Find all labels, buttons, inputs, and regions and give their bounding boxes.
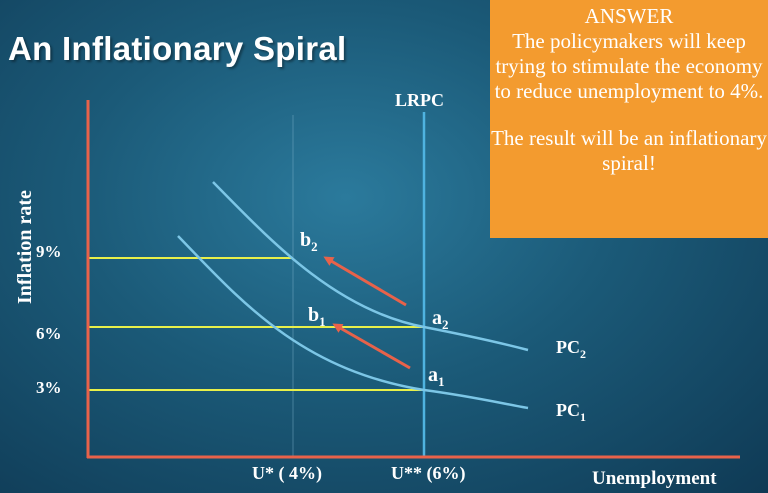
pc1-curve: [177, 235, 529, 410]
arrow-a2-to-b2: [323, 256, 407, 307]
point-b2-label: b2: [300, 229, 318, 254]
answer-paragraph-1: The policymakers will keep trying to sti…: [494, 29, 764, 103]
answer-box: ANSWER The policymakers will keep trying…: [490, 0, 768, 238]
y-tick-9: 9%: [36, 242, 62, 261]
y-axis-label: Inflation rate: [14, 190, 36, 304]
x-tick-u-star: U* ( 4%): [252, 463, 322, 484]
answer-heading: ANSWER: [584, 4, 674, 28]
pc2-label: PC2: [556, 337, 586, 361]
y-tick-3: 3%: [36, 378, 62, 397]
pc1-label: PC1: [556, 400, 586, 424]
x-axis-label: Unemployment: [592, 468, 717, 489]
pc2-curve: [212, 181, 529, 352]
answer-paragraph-2: The result will be an inflationary spira…: [491, 126, 767, 175]
point-b1-label: b1: [308, 304, 326, 329]
y-tick-6: 6%: [36, 324, 62, 343]
lrpc-label: LRPC: [395, 90, 444, 110]
x-tick-u-double-star: U** (6%): [391, 463, 466, 484]
slide-title: An Inflationary Spiral: [8, 30, 347, 67]
point-a2-label: a2: [432, 307, 449, 332]
arrow-a1-to-b1: [332, 323, 411, 370]
point-a1-label: a1: [428, 364, 445, 389]
